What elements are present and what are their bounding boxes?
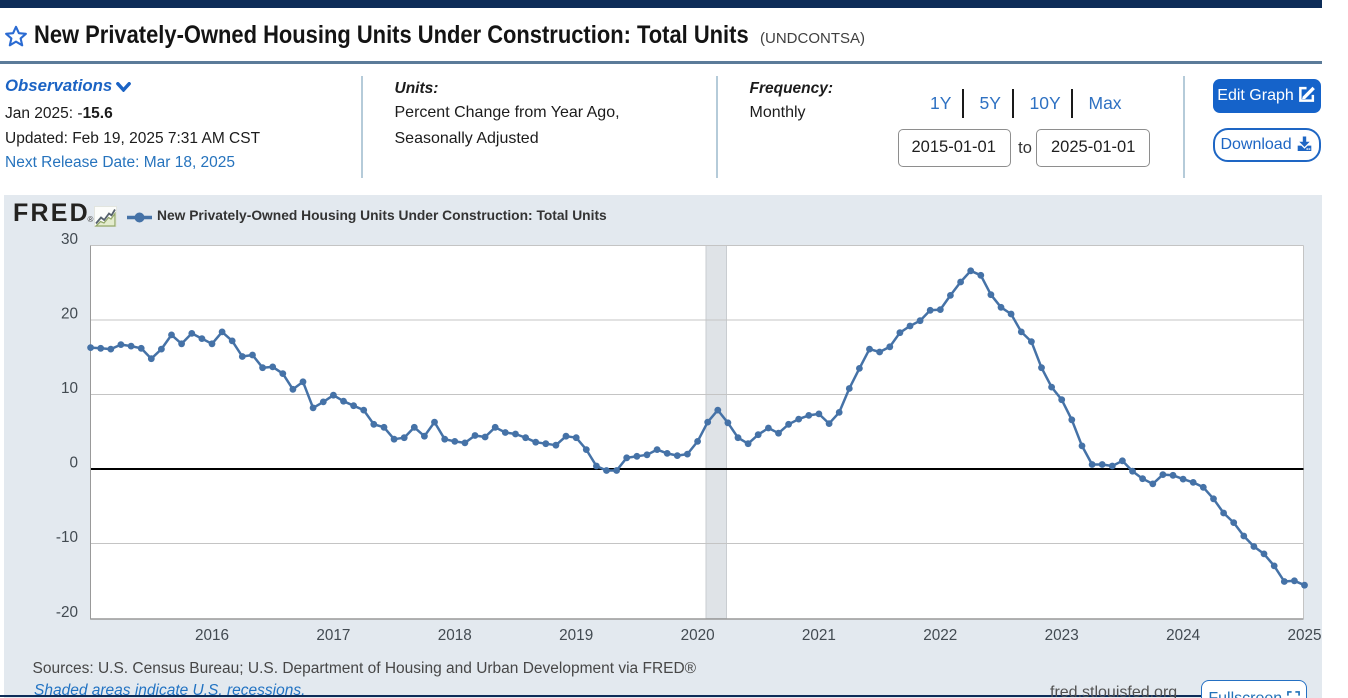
svg-text:30: 30 <box>61 231 78 248</box>
svg-text:2025: 2025 <box>1287 627 1321 644</box>
svg-text:2022: 2022 <box>923 627 957 644</box>
svg-text:20: 20 <box>61 306 78 323</box>
svg-text:2017: 2017 <box>316 627 350 644</box>
svg-text:2020: 2020 <box>681 627 715 644</box>
svg-text:0: 0 <box>69 455 78 472</box>
svg-text:2016: 2016 <box>195 627 229 644</box>
svg-text:2018: 2018 <box>438 627 472 644</box>
svg-text:2023: 2023 <box>1045 627 1079 644</box>
svg-text:2021: 2021 <box>802 627 836 644</box>
svg-text:10: 10 <box>61 380 78 397</box>
svg-text:2024: 2024 <box>1166 627 1201 644</box>
svg-text:-10: -10 <box>56 529 78 546</box>
svg-text:2019: 2019 <box>559 627 593 644</box>
svg-text:-20: -20 <box>56 604 78 621</box>
